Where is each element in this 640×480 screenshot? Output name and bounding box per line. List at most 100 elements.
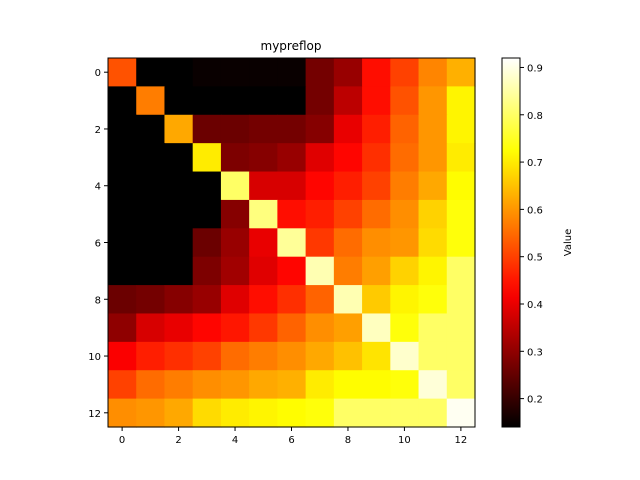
- heatmap-cell: [108, 370, 137, 400]
- x-tick-label: 10: [398, 435, 411, 446]
- heatmap-cell: [136, 199, 166, 229]
- y-tick-label: 2: [95, 125, 101, 136]
- heatmap-cell: [418, 341, 448, 371]
- heatmap-cell: [136, 228, 166, 258]
- heatmap-cell: [220, 228, 250, 258]
- heatmap-cell: [277, 114, 307, 144]
- heatmap-cell: [249, 86, 278, 116]
- heatmap-cell: [164, 199, 194, 229]
- heatmap-cell: [446, 58, 476, 87]
- heatmap-cell: [192, 256, 222, 286]
- heatmap-cell: [390, 58, 420, 87]
- heatmap-cell: [305, 285, 335, 315]
- heatmap-cell: [277, 370, 307, 400]
- heatmap-cell: [362, 171, 391, 201]
- heatmap-cell: [220, 398, 250, 428]
- heatmap-cell: [362, 313, 391, 343]
- heatmap-cell: [249, 313, 278, 343]
- heatmap-cell: [164, 114, 194, 144]
- heatmap-cell: [164, 86, 194, 116]
- heatmap-cell: [277, 398, 307, 428]
- colorbar-label: Value: [563, 229, 574, 256]
- heatmap-cell: [333, 228, 363, 258]
- heatmap-cell: [249, 114, 278, 144]
- heatmap-cell: [108, 285, 137, 315]
- heatmap-cell: [164, 370, 194, 400]
- heatmap-cell: [390, 256, 420, 286]
- heatmap-cell: [333, 199, 363, 229]
- heatmap-cell: [362, 398, 391, 428]
- heatmap-cell: [362, 370, 391, 400]
- heatmap-cell: [305, 114, 335, 144]
- heatmap-cell: [220, 171, 250, 201]
- y-tick-label: 12: [88, 409, 101, 420]
- heatmap-cell: [192, 58, 222, 87]
- heatmap-cell: [108, 143, 137, 173]
- heatmap-cell: [108, 199, 137, 229]
- heatmap-cell: [164, 313, 194, 343]
- colorbar-tick-label: 0.6: [527, 205, 543, 216]
- heatmap-cell: [164, 171, 194, 201]
- heatmap-cell: [333, 114, 363, 144]
- heatmap-cell: [390, 313, 420, 343]
- heatmap-cell: [192, 199, 222, 229]
- x-tick-label: 8: [345, 435, 351, 446]
- heatmap-cell: [108, 58, 137, 87]
- heatmap-cell: [446, 143, 476, 173]
- heatmap-cell: [164, 228, 194, 258]
- heatmap-cell: [418, 313, 448, 343]
- heatmap-cell: [390, 285, 420, 315]
- heatmap-cell: [164, 58, 194, 87]
- heatmap-cell: [220, 341, 250, 371]
- heatmap-cell: [136, 370, 166, 400]
- heatmap-cell: [333, 86, 363, 116]
- heatmap-cell: [333, 171, 363, 201]
- colorbar-tick-label: 0.7: [527, 158, 543, 169]
- x-tick-label: 2: [175, 435, 181, 446]
- heatmap-cell: [446, 341, 476, 371]
- x-tick-label: 4: [232, 435, 238, 446]
- heatmap-cell: [418, 256, 448, 286]
- heatmap-cell: [277, 285, 307, 315]
- heatmap-cell: [277, 256, 307, 286]
- heatmap-cell: [305, 313, 335, 343]
- heatmap-cell: [220, 199, 250, 229]
- heatmap-cell: [305, 171, 335, 201]
- y-tick-label: 6: [95, 239, 101, 250]
- heatmap-cell: [333, 143, 363, 173]
- heatmap-cell: [220, 86, 250, 116]
- heatmap-cells: [108, 58, 476, 428]
- heatmap-cell: [446, 114, 476, 144]
- heatmap-cell: [333, 370, 363, 400]
- heatmap-cell: [108, 114, 137, 144]
- heatmap-cell: [446, 199, 476, 229]
- heatmap-cell: [192, 285, 222, 315]
- heatmap-cell: [362, 285, 391, 315]
- heatmap-cell: [390, 143, 420, 173]
- heatmap-cell: [333, 256, 363, 286]
- heatmap-cell: [418, 398, 448, 428]
- heatmap-cell: [305, 398, 335, 428]
- heatmap-cell: [418, 370, 448, 400]
- heatmap-cell: [305, 143, 335, 173]
- heatmap-cell: [136, 341, 166, 371]
- heatmap-cell: [362, 86, 391, 116]
- heatmap-cell: [390, 228, 420, 258]
- heatmap-cell: [108, 228, 137, 258]
- x-tick-label: 0: [119, 435, 125, 446]
- heatmap-cell: [192, 228, 222, 258]
- heatmap-cell: [192, 114, 222, 144]
- heatmap-cell: [362, 114, 391, 144]
- heatmap-cell: [164, 256, 194, 286]
- heatmap-cell: [136, 171, 166, 201]
- heatmap-cell: [136, 285, 166, 315]
- heatmap-cell: [362, 58, 391, 87]
- heatmap-cell: [136, 398, 166, 428]
- heatmap-cell: [164, 341, 194, 371]
- y-tick-label: 0: [95, 68, 101, 79]
- heatmap-cell: [192, 398, 222, 428]
- heatmap-cell: [362, 228, 391, 258]
- heatmap-cell: [249, 143, 278, 173]
- heatmap-cell: [277, 143, 307, 173]
- heatmap-cell: [446, 285, 476, 315]
